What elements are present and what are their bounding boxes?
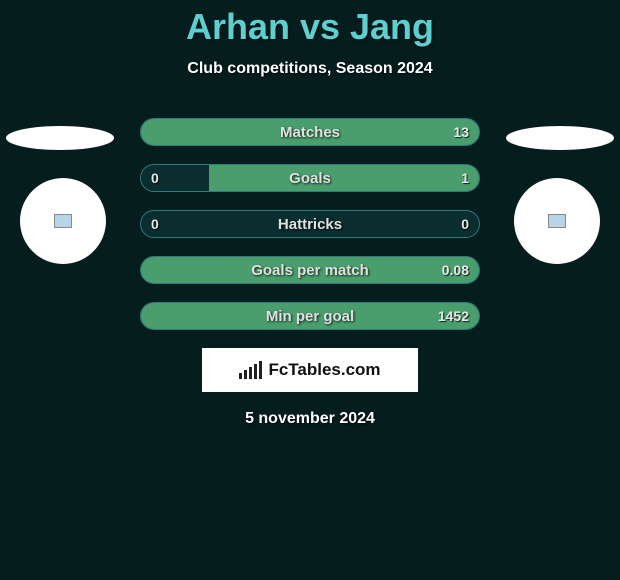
- logo-bar: [259, 361, 262, 379]
- stat-label: Goals per match: [251, 262, 369, 279]
- stat-row: Goals per match 0.08: [140, 256, 480, 284]
- logo-bar: [249, 367, 252, 379]
- logo-text: FcTables.com: [268, 360, 380, 380]
- date-text: 5 november 2024: [0, 410, 620, 428]
- stat-left-value: 0: [151, 170, 159, 186]
- stat-row: 0 Hattricks 0: [140, 210, 480, 238]
- subtitle: Club competitions, Season 2024: [0, 60, 620, 78]
- stat-right-value: 0: [461, 216, 469, 232]
- logo-chart-icon: [239, 361, 262, 379]
- stat-left-value: 0: [151, 216, 159, 232]
- logo-bar: [239, 373, 242, 379]
- stat-right-value: 0.08: [442, 262, 469, 278]
- logo-box[interactable]: FcTables.com: [202, 348, 418, 392]
- stat-row: Min per goal 1452: [140, 302, 480, 330]
- stat-label: Hattricks: [278, 216, 342, 233]
- stat-label: Goals: [289, 170, 331, 187]
- stat-row: Matches 13: [140, 118, 480, 146]
- stat-right-value: 13: [453, 124, 469, 140]
- stat-label: Min per goal: [266, 308, 354, 325]
- stat-label: Matches: [280, 124, 340, 141]
- logo-bar: [244, 370, 247, 379]
- stat-fill: [209, 165, 479, 191]
- logo-bar: [254, 364, 257, 379]
- stat-row: 0 Goals 1: [140, 164, 480, 192]
- stat-right-value: 1: [461, 170, 469, 186]
- page-title: Arhan vs Jang: [0, 0, 620, 48]
- stat-right-value: 1452: [438, 308, 469, 324]
- stats-container: Matches 13 0 Goals 1 0 Hattricks 0 Goals per mat…: [0, 118, 620, 330]
